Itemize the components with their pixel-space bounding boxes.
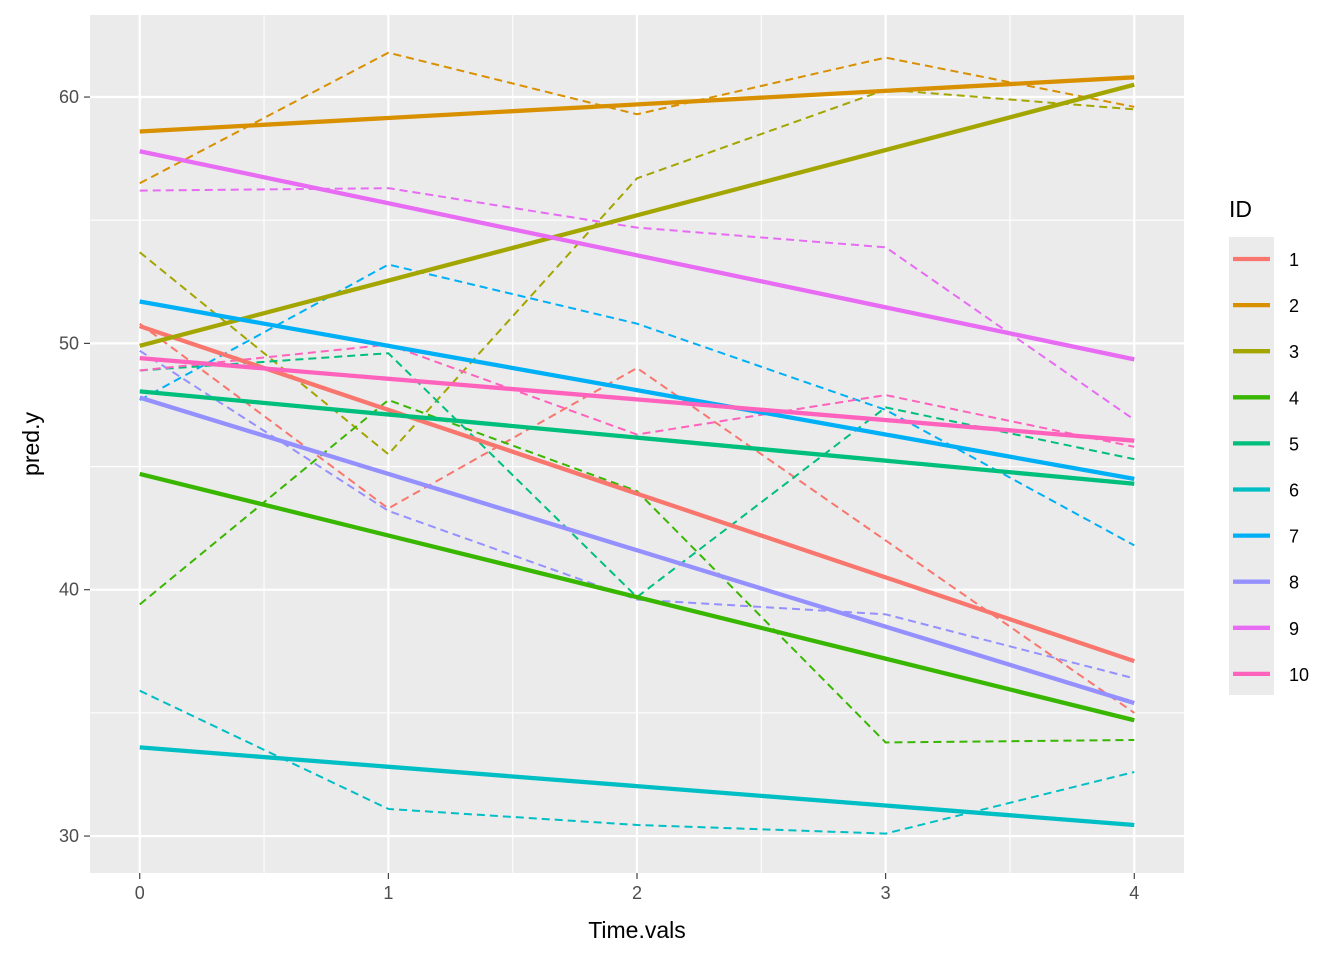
legend-label-id-10: 10 [1289, 665, 1309, 685]
legend-label-id-6: 6 [1289, 481, 1299, 501]
legend-label-id-5: 5 [1289, 434, 1299, 454]
gridlines [90, 15, 1184, 873]
y-tick-label: 40 [59, 580, 79, 600]
fitted-line-id-9 [139, 149, 1135, 362]
x-axis-label: Time.vals [588, 917, 686, 943]
legend-label-id-2: 2 [1289, 296, 1299, 316]
fitted-line-id-7 [139, 299, 1135, 481]
observed-line-id-7 [139, 263, 1135, 547]
fitted-line-id-1 [139, 324, 1135, 664]
observed-line-id-2 [139, 51, 1135, 185]
x-tick-label: 3 [881, 883, 891, 903]
y-tick-label: 60 [59, 87, 79, 107]
fitted-line-id-2 [139, 75, 1135, 134]
legend-label-id-7: 7 [1289, 527, 1299, 547]
observed-line-id-9 [139, 187, 1135, 421]
legend-label-id-8: 8 [1289, 573, 1299, 593]
x-tick-label: 1 [383, 883, 393, 903]
legend-key-background [1229, 237, 1274, 695]
x-tick-label: 2 [632, 883, 642, 903]
observed-line-id-10 [139, 343, 1135, 448]
fitted-line-id-8 [139, 395, 1135, 706]
legend: ID 1 2 3 4 5 6 7 8 9 10 [1229, 196, 1309, 695]
observed-lines [139, 51, 1135, 835]
legend-title: ID [1229, 196, 1252, 222]
fitted-line-id-3 [139, 82, 1135, 348]
fitted-line-id-5 [139, 389, 1135, 486]
x-tick-label: 0 [135, 883, 145, 903]
y-tick-label: 50 [59, 333, 79, 353]
legend-label-id-9: 9 [1289, 619, 1299, 639]
fitted-line-id-4 [139, 471, 1135, 723]
observed-line-id-8 [139, 349, 1135, 680]
observed-line-id-5 [139, 352, 1135, 599]
fitted-line-id-10 [139, 356, 1135, 443]
legend-label-id-1: 1 [1289, 250, 1299, 270]
fitted-line-id-6 [139, 745, 1135, 828]
observed-line-id-4 [139, 398, 1135, 744]
fitted-lines [139, 75, 1135, 828]
axes: 0 1 2 3 4 30 40 50 60 [59, 87, 1139, 903]
legend-label-id-3: 3 [1289, 342, 1299, 362]
x-tick-label: 4 [1129, 883, 1139, 903]
y-tick-label: 30 [59, 826, 79, 846]
y-axis-label: pred.y [18, 412, 44, 476]
legend-label-id-4: 4 [1289, 388, 1299, 408]
observed-line-id-3 [139, 88, 1135, 456]
